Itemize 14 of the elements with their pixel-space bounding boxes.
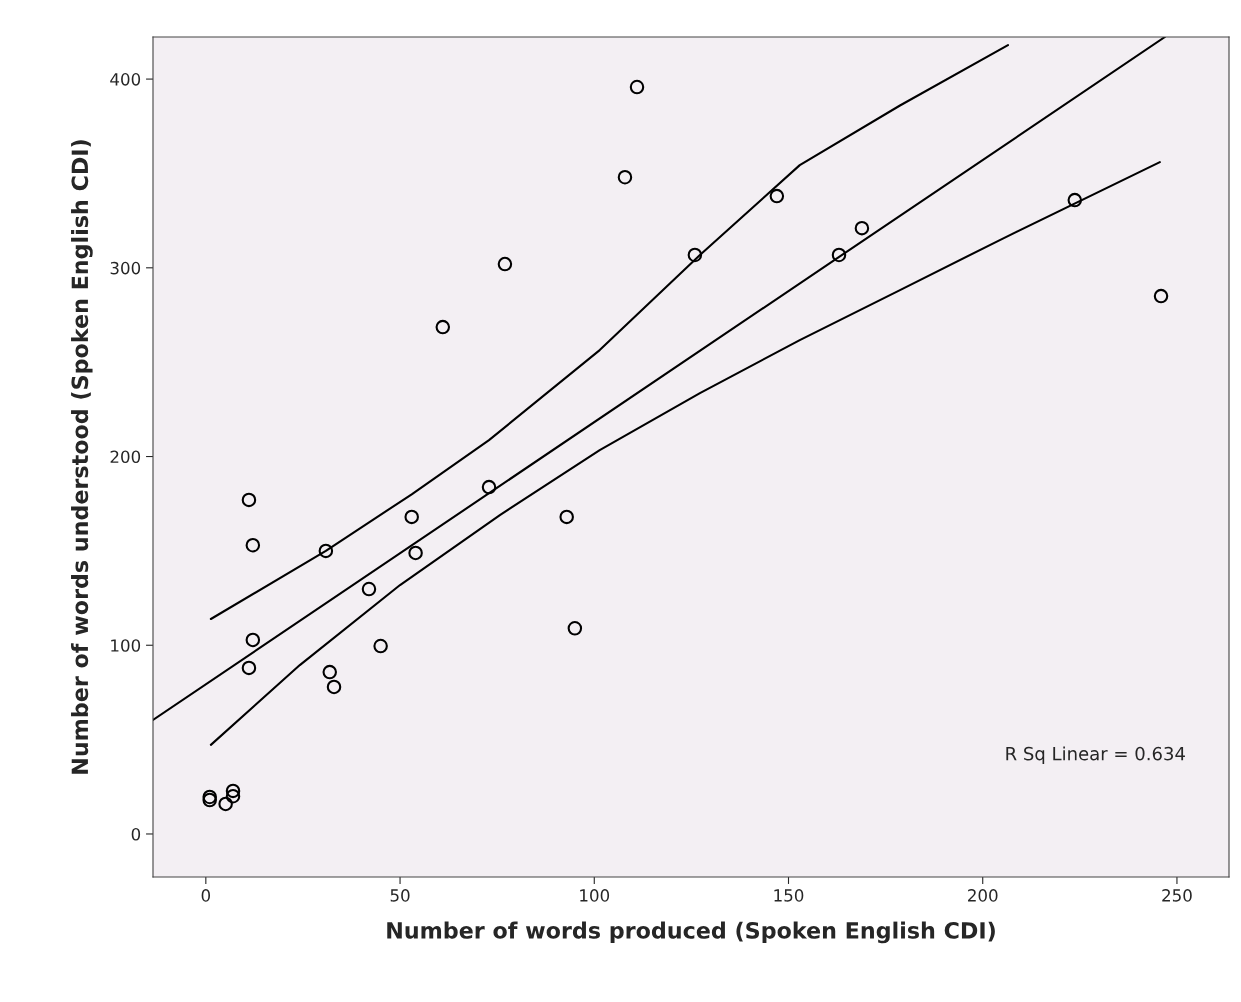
x-tick-label: 100 xyxy=(580,889,610,902)
annotation: R Sq Linear = 0.634 xyxy=(1006,746,1185,764)
y-tick-label: 300 xyxy=(110,261,141,275)
y-tick-label: 0 xyxy=(131,827,141,841)
y-tick-label: 400 xyxy=(110,73,141,86)
x-axis-title: Number of words produced (Spoken English CDI) xyxy=(387,921,995,944)
y-tick-label: 200 xyxy=(110,450,141,464)
y-axis-title: Number of words understood (Spoken English CDI) xyxy=(71,140,93,774)
x-tick-label: 250 xyxy=(1162,889,1192,902)
x-tick-label: 150 xyxy=(774,889,804,902)
x-tick-label: 200 xyxy=(968,889,998,902)
x-tick-label: 0 xyxy=(201,889,211,902)
y-tick-label: 100 xyxy=(111,639,141,652)
x-tick-label: 50 xyxy=(390,889,410,902)
